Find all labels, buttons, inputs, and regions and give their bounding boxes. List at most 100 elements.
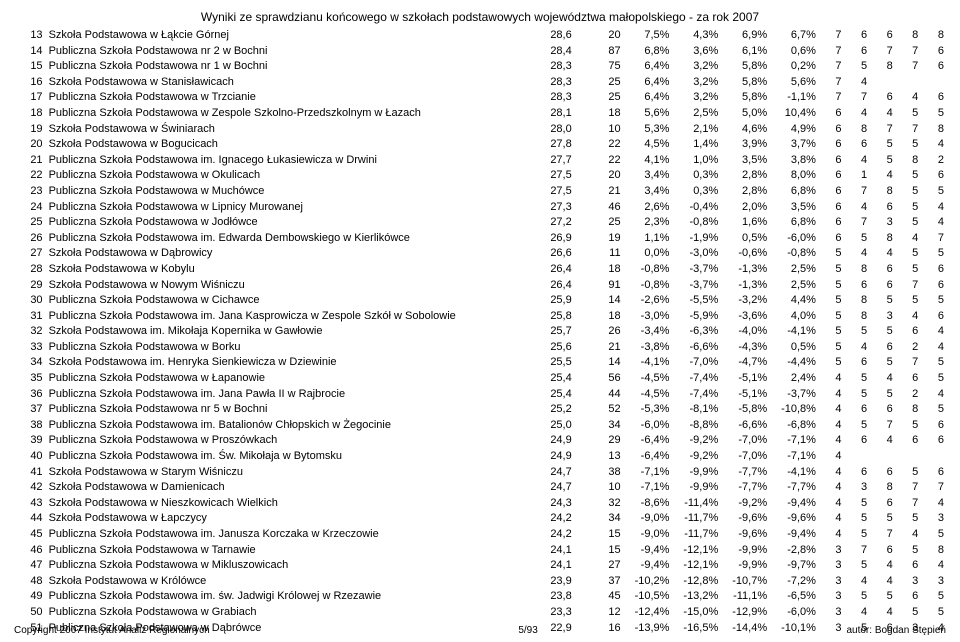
score-cell: 6 — [869, 465, 895, 481]
page-title: Wyniki ze sprawdzianu końcowego w szkoła… — [14, 10, 946, 24]
value-cell: -4,3% — [720, 340, 769, 356]
score-cell: 2 — [920, 153, 946, 169]
value-cell: -13,2% — [671, 589, 720, 605]
score-cell: 5 — [844, 324, 870, 340]
table-row: 32Szkoła Podstawowa im. Mikołaja Koperni… — [14, 324, 946, 340]
value-cell: 3,2% — [671, 75, 720, 91]
score-cell: 6 — [869, 28, 895, 44]
school-name: Publiczna Szkoła Podstawowa im. Jana Paw… — [47, 387, 525, 403]
score-cell: 6 — [818, 231, 844, 247]
value-cell: 25,4 — [525, 371, 574, 387]
value-cell: 24,9 — [525, 433, 574, 449]
school-name: Publiczna Szkoła Podstawowa w Grabiach — [47, 605, 525, 621]
value-cell: 2,6% — [623, 200, 672, 216]
value-cell: -9,9% — [720, 543, 769, 559]
value-cell: 0,2% — [769, 59, 818, 75]
value-cell: 1,4% — [671, 137, 720, 153]
score-cell: 6 — [920, 90, 946, 106]
score-cell: 6 — [920, 465, 946, 481]
score-cell: 4 — [895, 231, 921, 247]
value-cell: 18 — [574, 262, 623, 278]
value-cell: -0,8% — [769, 246, 818, 262]
value-cell: 21 — [574, 340, 623, 356]
row-number: 13 — [14, 28, 47, 44]
score-cell: 6 — [869, 402, 895, 418]
score-cell: 6 — [895, 371, 921, 387]
value-cell: 87 — [574, 44, 623, 60]
value-cell: 24,1 — [525, 543, 574, 559]
score-cell: 5 — [818, 355, 844, 371]
value-cell: 25,8 — [525, 309, 574, 325]
score-cell: 6 — [920, 168, 946, 184]
score-cell: 6 — [818, 137, 844, 153]
score-cell: 4 — [818, 527, 844, 543]
school-name: Publiczna Szkoła Podstawowa im. Ignacego… — [47, 153, 525, 169]
score-cell: 6 — [920, 418, 946, 434]
value-cell: 28,3 — [525, 90, 574, 106]
footer-left: Copyright 2007 Instytut Analiz Regionaln… — [14, 625, 210, 636]
score-cell: 6 — [844, 402, 870, 418]
table-row: 38Publiczna Szkoła Podstawowa im. Batali… — [14, 418, 946, 434]
score-cell: 5 — [818, 340, 844, 356]
school-name: Szkoła Podstawowa w Kobylu — [47, 262, 525, 278]
score-cell: 5 — [895, 262, 921, 278]
table-row: 16Szkoła Podstawowa w Stanisławicach28,3… — [14, 75, 946, 91]
value-cell: 38 — [574, 465, 623, 481]
value-cell: -7,7% — [769, 480, 818, 496]
table-row: 22Publiczna Szkoła Podstawowa w Okulicac… — [14, 168, 946, 184]
value-cell: -5,1% — [720, 371, 769, 387]
row-number: 26 — [14, 231, 47, 247]
value-cell: -9,4% — [769, 527, 818, 543]
value-cell: 27,5 — [525, 184, 574, 200]
value-cell: -8,8% — [671, 418, 720, 434]
score-cell: 3 — [818, 558, 844, 574]
score-cell — [869, 75, 895, 91]
score-cell: 4 — [920, 387, 946, 403]
school-name: Publiczna Szkoła Podstawowa w Muchówce — [47, 184, 525, 200]
value-cell: -4,1% — [623, 355, 672, 371]
school-name: Szkoła Podstawowa w Starym Wiśniczu — [47, 465, 525, 481]
value-cell: 3,4% — [623, 168, 672, 184]
value-cell: 5,8% — [720, 90, 769, 106]
score-cell: 5 — [895, 246, 921, 262]
score-cell: 8 — [869, 231, 895, 247]
value-cell: 6,4% — [623, 59, 672, 75]
value-cell: 0,3% — [671, 168, 720, 184]
row-number: 32 — [14, 324, 47, 340]
value-cell: -7,0% — [671, 355, 720, 371]
score-cell: 7 — [844, 543, 870, 559]
value-cell: -6,0% — [769, 231, 818, 247]
table-row: 49Publiczna Szkoła Podstawowa im. św. Ja… — [14, 589, 946, 605]
score-cell: 5 — [895, 137, 921, 153]
score-cell: 6 — [844, 28, 870, 44]
value-cell: -11,7% — [671, 511, 720, 527]
score-cell: 5 — [869, 293, 895, 309]
score-cell — [895, 449, 921, 465]
value-cell: -3,7% — [671, 262, 720, 278]
score-cell: 6 — [920, 44, 946, 60]
value-cell: 11 — [574, 246, 623, 262]
value-cell: -11,4% — [671, 496, 720, 512]
score-cell: 7 — [895, 355, 921, 371]
value-cell: 24,7 — [525, 465, 574, 481]
score-cell: 7 — [818, 90, 844, 106]
value-cell: 18 — [574, 309, 623, 325]
value-cell: 1,1% — [623, 231, 672, 247]
school-name: Szkoła Podstawowa w Bogucicach — [47, 137, 525, 153]
score-cell: 6 — [844, 355, 870, 371]
school-name: Publiczna Szkoła Podstawowa w Jodłówce — [47, 215, 525, 231]
value-cell: -4,0% — [720, 324, 769, 340]
score-cell — [869, 449, 895, 465]
score-cell: 6 — [818, 184, 844, 200]
score-cell: 6 — [869, 340, 895, 356]
score-cell: 4 — [869, 371, 895, 387]
value-cell: 27,7 — [525, 153, 574, 169]
value-cell: -3,4% — [623, 324, 672, 340]
table-row: 50Publiczna Szkoła Podstawowa w Grabiach… — [14, 605, 946, 621]
value-cell: 2,1% — [671, 122, 720, 138]
score-cell: 8 — [869, 59, 895, 75]
score-cell: 7 — [869, 527, 895, 543]
value-cell: 45 — [574, 589, 623, 605]
score-cell: 4 — [869, 574, 895, 590]
value-cell: -5,1% — [720, 387, 769, 403]
